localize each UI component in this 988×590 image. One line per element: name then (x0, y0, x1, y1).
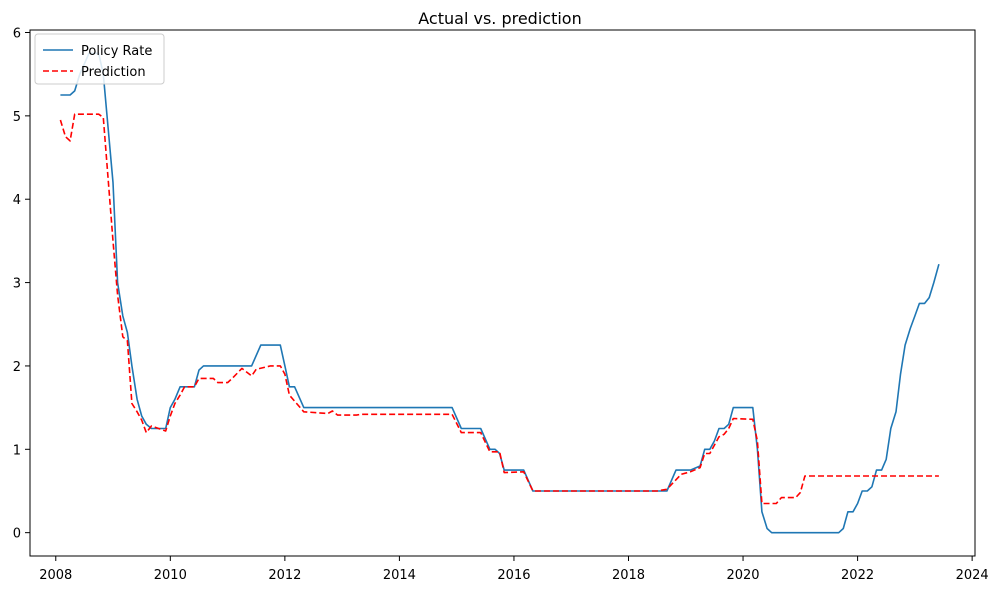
plot-frame (29, 29, 976, 557)
y-tick-label: 1 (13, 443, 21, 458)
y-tick-label: 5 (13, 110, 21, 125)
x-tick-label: 2016 (497, 568, 530, 583)
x-tick-label: 2012 (268, 568, 301, 583)
x-tick-label: 2020 (726, 568, 759, 583)
y-tick-label: 2 (13, 360, 21, 375)
axes (29, 29, 976, 557)
y-tick-label: 6 (13, 27, 21, 42)
x-tick-label: 2010 (154, 568, 187, 583)
legend-label-1: Prediction (81, 65, 146, 80)
y-tick-label: 0 (13, 527, 21, 542)
legend-label-0: Policy Rate (81, 44, 152, 59)
x-tick-label: 2022 (841, 568, 874, 583)
series-line-1 (59, 113, 939, 505)
y-axis-ticks: 0 1 2 3 4 5 6 (13, 27, 30, 542)
x-tick-label: 2024 (956, 568, 988, 583)
x-axis-ticks: 2008 2010 2012 2014 2016 2018 2020 2022 2024 (39, 556, 988, 583)
legend: Policy Rate Prediction (34, 33, 165, 85)
chart-title: Actual vs. prediction (418, 9, 581, 28)
x-tick-label: 2018 (612, 568, 645, 583)
y-tick-label: 4 (13, 193, 21, 208)
series-lines (59, 52, 940, 534)
legend-box (34, 33, 165, 85)
x-tick-label: 2008 (39, 568, 72, 583)
y-tick-label: 3 (13, 277, 21, 292)
x-tick-label: 2014 (383, 568, 416, 583)
